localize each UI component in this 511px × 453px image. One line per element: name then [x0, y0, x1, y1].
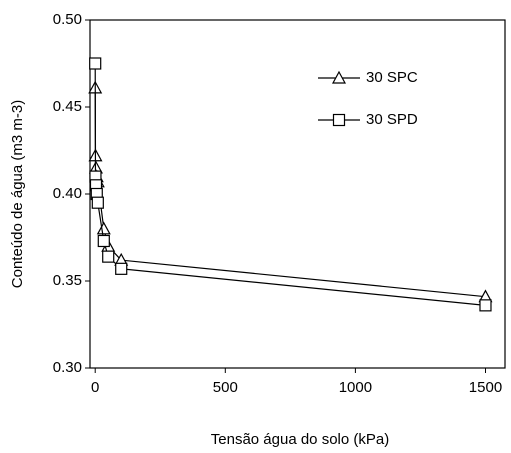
y-tick-label: 0.40 — [53, 185, 82, 202]
marker-square — [115, 262, 128, 275]
x-tick-label: 1000 — [339, 379, 372, 396]
marker-square — [102, 250, 115, 263]
y-tick-label: 0.50 — [53, 11, 82, 28]
y-axis-label: Conteúdo de água (m3 m-3) — [9, 100, 26, 288]
marker-square — [89, 57, 102, 70]
legend-marker — [331, 70, 347, 84]
marker-triangle — [96, 221, 111, 235]
legend-label: 30 SPC — [366, 69, 418, 86]
plot-frame — [89, 19, 506, 369]
x-tick-label: 500 — [213, 379, 238, 396]
legend-label: 30 SPD — [366, 111, 418, 128]
y-tick-label: 0.35 — [53, 272, 82, 289]
x-axis-label: Tensão água do solo (kPa) — [211, 431, 389, 448]
marker-square — [91, 196, 104, 209]
x-tick-label: 0 — [91, 379, 99, 396]
y-tick-label: 0.45 — [53, 98, 82, 115]
legend-marker — [332, 113, 346, 127]
marker-square — [97, 234, 110, 248]
marker-square — [479, 299, 492, 312]
x-tick-label: 1500 — [469, 379, 502, 396]
y-tick-label: 0.30 — [53, 359, 82, 376]
series-line — [94, 87, 486, 298]
series-line — [94, 63, 486, 306]
